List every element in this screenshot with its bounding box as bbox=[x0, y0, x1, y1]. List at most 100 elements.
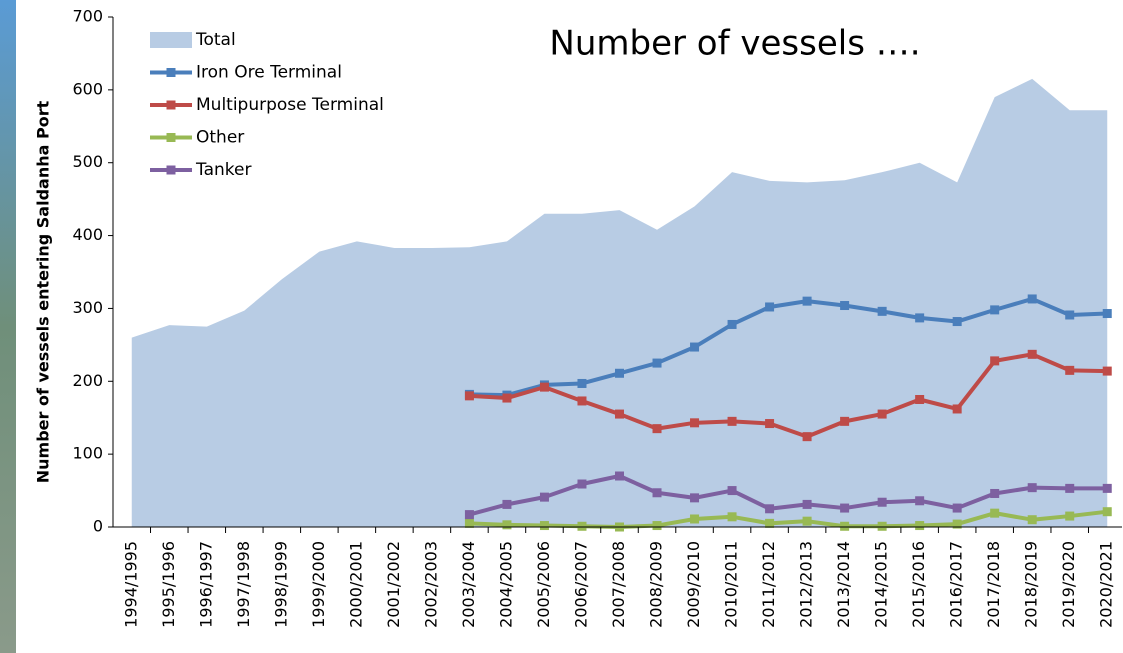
marker bbox=[540, 493, 549, 502]
marker bbox=[465, 391, 474, 400]
marker bbox=[502, 500, 511, 509]
marker bbox=[690, 514, 699, 523]
x-tick-label: 2011/2012 bbox=[759, 541, 778, 628]
marker bbox=[990, 305, 999, 314]
marker bbox=[840, 522, 849, 531]
legend-swatch bbox=[150, 32, 192, 48]
legend-label: Total bbox=[195, 30, 236, 50]
legend-label: Multipurpose Terminal bbox=[196, 95, 384, 115]
marker bbox=[915, 395, 924, 404]
marker bbox=[878, 498, 887, 507]
marker bbox=[1065, 366, 1074, 375]
marker bbox=[1065, 310, 1074, 319]
marker bbox=[615, 410, 624, 419]
marker bbox=[990, 489, 999, 498]
marker bbox=[803, 500, 812, 509]
marker bbox=[577, 522, 586, 531]
marker bbox=[577, 379, 586, 388]
marker bbox=[803, 432, 812, 441]
marker bbox=[690, 418, 699, 427]
marker bbox=[615, 472, 624, 481]
marker bbox=[540, 521, 549, 530]
marker bbox=[840, 417, 849, 426]
y-tick-label: 300 bbox=[72, 298, 103, 317]
x-tick-label: 2008/2009 bbox=[647, 541, 666, 628]
legend-label: Other bbox=[196, 128, 244, 148]
x-tick-label: 2002/2003 bbox=[421, 541, 440, 628]
x-tick-label: 2012/2013 bbox=[797, 541, 816, 628]
marker bbox=[1103, 484, 1112, 493]
y-tick-label: 400 bbox=[72, 225, 103, 244]
marker bbox=[1028, 294, 1037, 303]
x-tick-label: 2016/2017 bbox=[947, 541, 966, 628]
marker bbox=[765, 504, 774, 513]
x-tick-label: 1995/1996 bbox=[159, 541, 178, 628]
x-tick-label: 2017/2018 bbox=[984, 541, 1003, 628]
x-tick-label: 2015/2016 bbox=[909, 541, 928, 628]
marker bbox=[915, 496, 924, 505]
y-tick-label: 500 bbox=[72, 152, 103, 171]
legend-marker bbox=[167, 133, 176, 142]
area bbox=[132, 79, 1107, 527]
legend-marker bbox=[167, 166, 176, 175]
x-tick-label: 2009/2010 bbox=[684, 541, 703, 628]
marker bbox=[728, 486, 737, 495]
marker bbox=[765, 302, 774, 311]
marker bbox=[803, 517, 812, 526]
marker bbox=[1103, 309, 1112, 318]
x-tick-label: 1996/1997 bbox=[196, 541, 215, 628]
marker bbox=[577, 480, 586, 489]
marker bbox=[878, 307, 887, 316]
marker bbox=[728, 417, 737, 426]
marker bbox=[653, 521, 662, 530]
marker bbox=[1065, 484, 1074, 493]
x-tick-label: 2000/2001 bbox=[346, 541, 365, 628]
y-tick-label: 600 bbox=[72, 79, 103, 98]
legend-marker bbox=[167, 101, 176, 110]
marker bbox=[690, 493, 699, 502]
y-tick-label: 700 bbox=[72, 7, 103, 26]
x-tick-label: 1998/1999 bbox=[271, 541, 290, 628]
y-axis-label: Number of vessels entering Saldanha Port bbox=[34, 100, 53, 483]
marker bbox=[1028, 515, 1037, 524]
legend-marker bbox=[167, 68, 176, 77]
chart: Number of vessels …. Number of vessels e… bbox=[0, 0, 1123, 653]
x-tick-label: 2020/2021 bbox=[1097, 541, 1116, 628]
edge-strip bbox=[0, 0, 16, 653]
marker bbox=[502, 394, 511, 403]
x-tick-label: 2003/2004 bbox=[459, 541, 478, 628]
chart-title: Number of vessels …. bbox=[549, 24, 920, 64]
y-tick-label: 0 bbox=[93, 517, 103, 536]
y-tick-label: 100 bbox=[72, 444, 103, 463]
marker bbox=[840, 301, 849, 310]
marker bbox=[577, 396, 586, 405]
marker bbox=[803, 297, 812, 306]
x-tick-label: 2001/2002 bbox=[384, 541, 403, 628]
x-tick-label: 2018/2019 bbox=[1022, 541, 1041, 628]
marker bbox=[878, 410, 887, 419]
marker bbox=[1103, 367, 1112, 376]
marker bbox=[990, 509, 999, 518]
marker bbox=[1028, 483, 1037, 492]
x-tick-label: 2014/2015 bbox=[872, 541, 891, 628]
marker bbox=[990, 356, 999, 365]
marker bbox=[1103, 507, 1112, 516]
x-tick-label: 1997/1998 bbox=[234, 541, 253, 628]
x-tick-label: 2007/2008 bbox=[609, 541, 628, 628]
marker bbox=[878, 522, 887, 531]
x-tick-label: 1994/1995 bbox=[121, 541, 140, 628]
marker bbox=[653, 424, 662, 433]
marker bbox=[915, 521, 924, 530]
marker bbox=[1028, 350, 1037, 359]
marker bbox=[953, 317, 962, 326]
x-tick-label: 2006/2007 bbox=[571, 541, 590, 628]
x-tick-label: 1999/2000 bbox=[309, 541, 328, 628]
marker bbox=[653, 359, 662, 368]
x-tick-label: 2019/2020 bbox=[1059, 541, 1078, 628]
marker bbox=[653, 488, 662, 497]
marker bbox=[540, 383, 549, 392]
marker bbox=[615, 369, 624, 378]
marker bbox=[1065, 512, 1074, 521]
marker bbox=[465, 510, 474, 519]
marker bbox=[502, 520, 511, 529]
